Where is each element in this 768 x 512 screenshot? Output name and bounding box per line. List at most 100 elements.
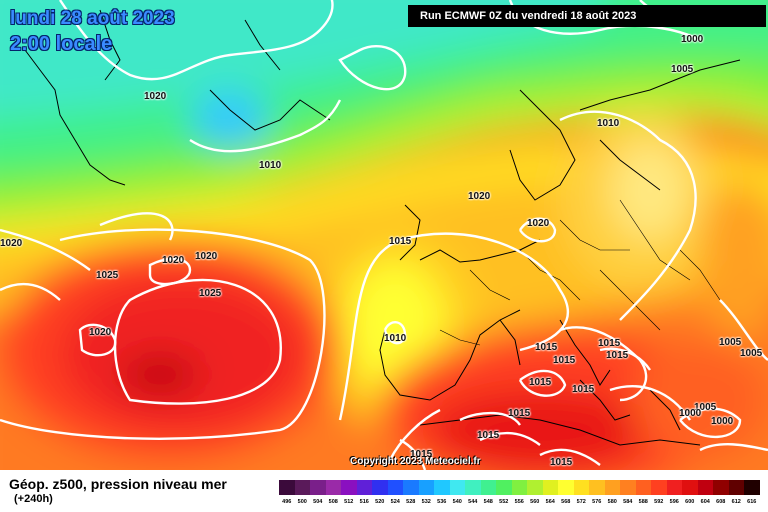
scale-label: 548 [483, 499, 493, 505]
scale-label: 552 [499, 499, 509, 505]
scale-swatch [480, 480, 496, 495]
isobar-label: 1005 [671, 64, 694, 75]
scale-swatch [387, 480, 403, 495]
isobar-label: 1015 [508, 408, 531, 419]
scale-label: 532 [421, 499, 431, 505]
scale-label: 520 [375, 499, 385, 505]
scale-swatch [635, 480, 651, 495]
scale-label: 504 [313, 499, 323, 505]
scale-label: 592 [654, 499, 664, 505]
scale-label: 572 [576, 499, 586, 505]
run-info-banner: Run ECMWF 0Z du vendredi 18 août 2023 [408, 5, 766, 27]
isobar-label: 1000 [711, 416, 734, 427]
scale-swatch [682, 480, 698, 495]
scale-swatch [356, 480, 372, 495]
forecast-time-title: 2:00 locale [10, 33, 113, 55]
scale-swatch [434, 480, 450, 495]
scale-swatch [418, 480, 434, 495]
scale-swatch [403, 480, 419, 495]
scale-swatch [666, 480, 682, 495]
scale-label: 576 [592, 499, 602, 505]
isobar-label: 1015 [389, 236, 412, 247]
isobar-label: 1000 [679, 408, 702, 419]
legend-subtitle: (+240h) [14, 493, 53, 505]
isobar-label: 1015 [477, 430, 500, 441]
isobar-label: 1010 [259, 160, 282, 171]
isobar-label: 1010 [384, 333, 407, 344]
scale-label: 596 [669, 499, 679, 505]
scale-label: 604 [700, 499, 710, 505]
scale-swatch [589, 480, 605, 495]
scale-label: 524 [390, 499, 400, 505]
color-scale-labels: 496 500 504 508 512 516 520 524 528 532 536 540 544 5… [279, 499, 760, 505]
scale-label: 496 [282, 499, 292, 505]
scale-swatch [728, 480, 744, 495]
isobar-label: 1005 [694, 402, 717, 413]
scale-swatch [604, 480, 620, 495]
scale-label: 540 [452, 499, 462, 505]
isobar-label: 1020 [162, 255, 185, 266]
isobar-label: 1015 [535, 342, 558, 353]
scale-swatch [496, 480, 512, 495]
scale-swatch [558, 480, 574, 495]
scale-swatch [310, 480, 326, 495]
isobar-label: 1015 [598, 338, 621, 349]
scale-label: 568 [561, 499, 571, 505]
isobar-label: 1020 [0, 238, 23, 249]
scale-swatch [697, 480, 713, 495]
scale-label: 584 [623, 499, 633, 505]
scale-label: 616 [747, 499, 757, 505]
isobar-label: 1025 [199, 288, 222, 299]
isobar-label: 1010 [597, 118, 620, 129]
scale-label: 516 [359, 499, 369, 505]
color-scale [279, 480, 760, 495]
scale-swatch [449, 480, 465, 495]
isobar-label: 1015 [529, 377, 552, 388]
isobar-label: 1015 [553, 355, 576, 366]
scale-swatch [294, 480, 310, 495]
scale-swatch [511, 480, 527, 495]
coastlines [24, 9, 741, 446]
isobar-label: 1005 [740, 348, 763, 359]
scale-label: 544 [468, 499, 478, 505]
scale-label: 556 [514, 499, 524, 505]
isobar-label: 1005 [719, 337, 742, 348]
scale-swatch [620, 480, 636, 495]
isobar-label: 1015 [550, 457, 573, 468]
scale-label: 536 [437, 499, 447, 505]
scale-label: 612 [731, 499, 741, 505]
isobar-label: 1015 [606, 350, 629, 361]
scale-label: 608 [716, 499, 726, 505]
isobar-label: 1015 [572, 384, 595, 395]
scale-swatch [527, 480, 543, 495]
scale-swatch [542, 480, 558, 495]
scale-swatch [279, 480, 295, 495]
scale-swatch [744, 480, 760, 495]
isobar-label: 1015 [410, 449, 433, 460]
scale-swatch [573, 480, 589, 495]
scale-label: 560 [530, 499, 540, 505]
legend-bar: Géop. z500, pression niveau mer (+240h) … [0, 470, 768, 512]
isobar-label: 1020 [527, 218, 550, 229]
scale-label: 528 [406, 499, 416, 505]
isobar-label: 1020 [468, 191, 491, 202]
copyright-text: Copyright 2023 Meteociel.fr [350, 456, 481, 467]
geopotential-map [0, 0, 768, 470]
scale-label: 600 [685, 499, 695, 505]
scale-swatch [713, 480, 729, 495]
scale-label: 508 [328, 499, 338, 505]
scale-swatch [372, 480, 388, 495]
isobar-label: 1020 [89, 327, 112, 338]
isobar-label: 1020 [144, 91, 167, 102]
scale-swatch [325, 480, 341, 495]
country-borders [439, 199, 721, 346]
isobar-label: 1025 [96, 270, 119, 281]
forecast-date-title: lundi 28 août 2023 [10, 8, 175, 29]
scale-label: 512 [344, 499, 354, 505]
scale-swatch [465, 480, 481, 495]
scale-swatch [341, 480, 357, 495]
scale-label: 500 [297, 499, 307, 505]
isobar-label: 1020 [195, 251, 218, 262]
isobar-label: 1000 [681, 34, 704, 45]
